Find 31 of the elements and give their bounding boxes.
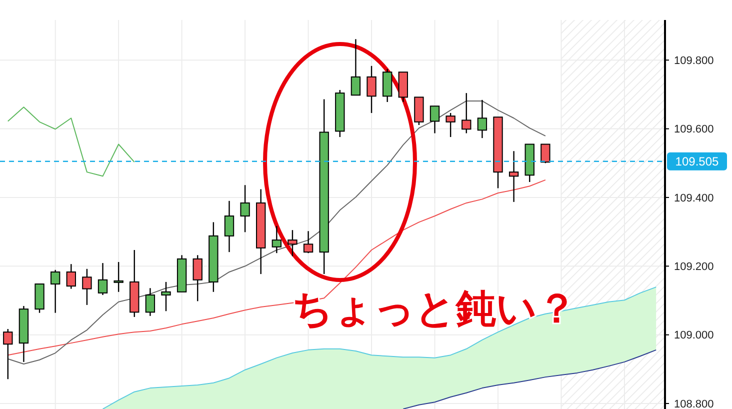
candlestick	[224, 200, 234, 253]
candlestick	[145, 288, 156, 317]
candlestick	[161, 281, 171, 312]
candlestick	[462, 92, 472, 134]
candlestick	[288, 229, 298, 257]
candlestick	[303, 230, 314, 254]
y-tick-label: 109.600	[674, 124, 714, 136]
candlestick	[192, 254, 202, 302]
line-series	[402, 349, 657, 409]
candlestick	[114, 261, 124, 292]
y-tick-label: 109.200	[674, 260, 714, 273]
candlestick	[350, 38, 361, 96]
candlestick	[446, 112, 456, 138]
y-tick-label: 109.400	[674, 192, 714, 204]
candlestick	[98, 262, 108, 296]
candlestick	[366, 65, 376, 114]
y-tick-label: 109.800	[674, 54, 714, 67]
candlestick	[50, 269, 60, 314]
y-tick-label: 108.800	[674, 398, 714, 409]
candlestick	[540, 144, 550, 164]
line-series	[7, 100, 546, 365]
candlestick	[272, 225, 282, 254]
line-series	[7, 106, 135, 177]
candlestick	[477, 99, 488, 139]
candlestick	[430, 106, 440, 134]
line-series	[7, 179, 546, 356]
candlestick	[66, 263, 76, 290]
candlestick	[240, 184, 250, 233]
candlestick	[82, 268, 92, 306]
ref-line-label: 109.505	[675, 154, 720, 169]
y-tick-label: 109.000	[674, 330, 714, 342]
